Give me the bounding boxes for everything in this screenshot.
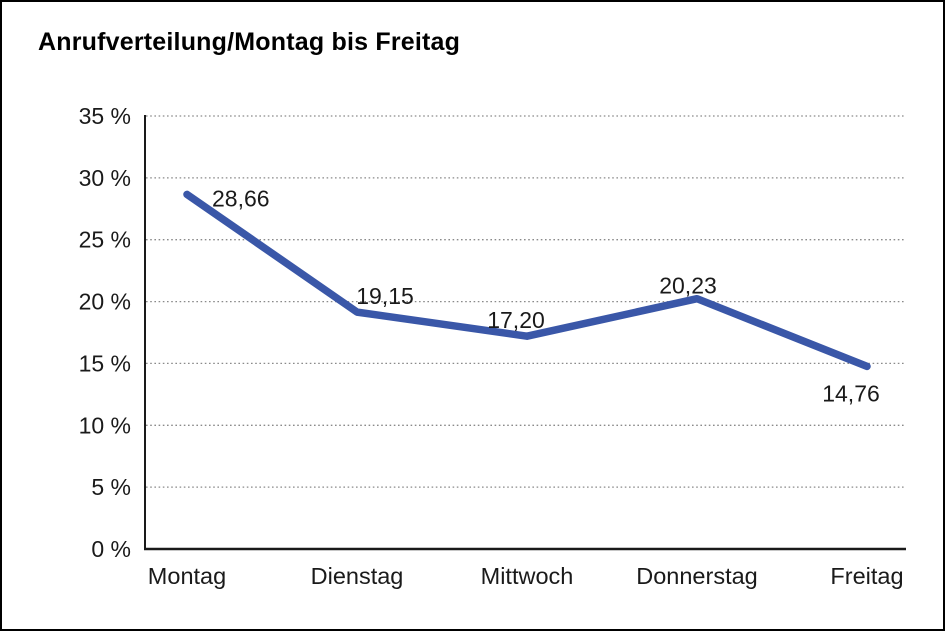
y-axis-tick-label: 35 % bbox=[79, 103, 131, 129]
data-point-label: 28,66 bbox=[212, 185, 270, 211]
y-axis-tick-label: 30 % bbox=[79, 165, 131, 191]
x-category-label: Donnerstag bbox=[636, 563, 758, 589]
chart-title: Anrufverteilung/Montag bis Freitag bbox=[38, 28, 461, 56]
y-axis-tick-label: 0 % bbox=[91, 536, 131, 562]
data-point-label: 14,76 bbox=[822, 380, 880, 406]
x-category-label: Freitag bbox=[830, 563, 903, 589]
y-axis-tick-label: 15 % bbox=[79, 350, 131, 376]
y-axis-tick-label: 5 % bbox=[91, 474, 131, 500]
y-axis-tick-label: 20 % bbox=[79, 289, 131, 315]
x-category-label: Dienstag bbox=[311, 563, 404, 589]
x-category-label: Mittwoch bbox=[481, 563, 574, 589]
x-category-label: Montag bbox=[148, 563, 226, 589]
data-point-label: 19,15 bbox=[356, 283, 414, 309]
y-axis-tick-label: 25 % bbox=[79, 227, 131, 253]
data-point-label: 17,20 bbox=[487, 307, 545, 333]
y-axis-tick-label: 10 % bbox=[79, 412, 131, 438]
data-point-label: 20,23 bbox=[659, 273, 717, 299]
data-series-line bbox=[183, 190, 871, 371]
